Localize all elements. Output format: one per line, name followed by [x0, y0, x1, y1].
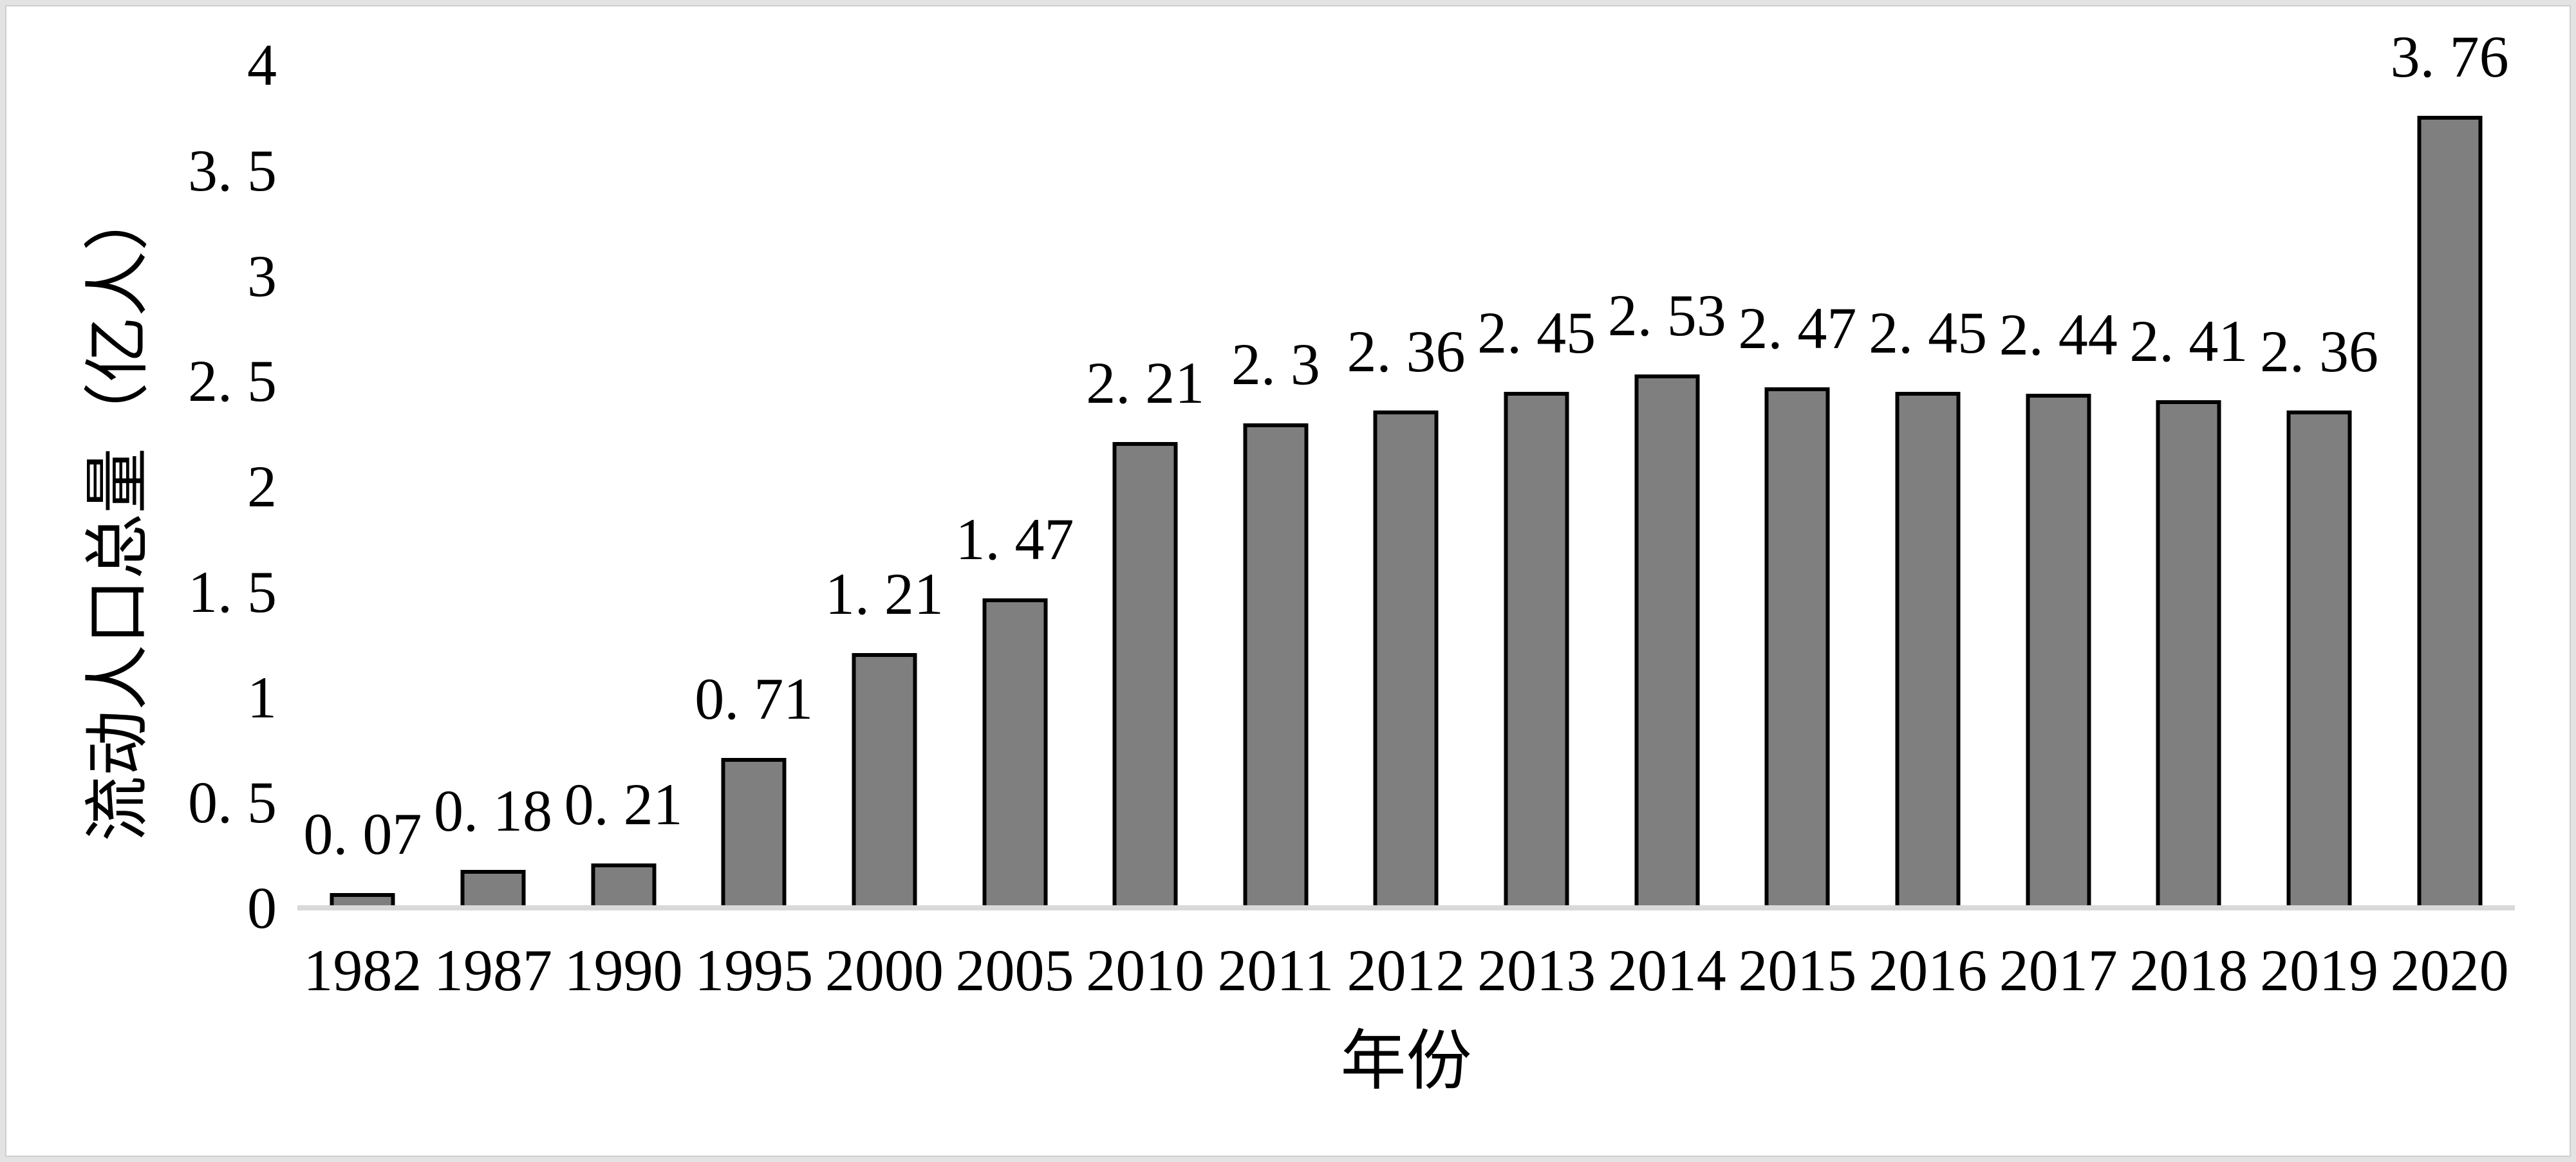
bar-slot: 2. 41 — [2123, 65, 2254, 910]
x-tick-label: 2017 — [1999, 937, 2118, 1003]
x-tick-label: 2016 — [1869, 937, 1988, 1003]
bar — [591, 863, 657, 910]
x-tick-label: 2013 — [1477, 937, 1596, 1003]
bar — [1634, 374, 1700, 910]
x-axis-title: 年份 — [1340, 1026, 1472, 1098]
bar — [721, 758, 787, 910]
bar-value-label: 0. 71 — [695, 666, 814, 732]
y-tick-label: 0 — [247, 875, 277, 941]
bar — [982, 598, 1048, 910]
bar-slot: 2. 21 — [1080, 65, 1211, 910]
x-tick-label: 1995 — [695, 937, 814, 1003]
bar-value-label: 2. 47 — [1738, 295, 1857, 362]
bar — [1764, 387, 1830, 910]
bar — [852, 652, 917, 910]
x-tick-label: 2005 — [955, 937, 1074, 1003]
bar-slot: 2. 45 — [1471, 65, 1602, 910]
bar-slot: 0. 07 — [297, 65, 428, 910]
x-tick-label: 2010 — [1086, 937, 1205, 1003]
bar — [1373, 410, 1439, 910]
bar-value-label: 0. 21 — [564, 771, 683, 838]
bar-value-label: 1. 21 — [825, 560, 944, 627]
bar-value-label: 2. 44 — [1999, 301, 2118, 367]
bar-value-label: 2. 36 — [2260, 318, 2379, 385]
bar-slot: 3. 76 — [2384, 27, 2515, 910]
x-tick-label: 2020 — [2390, 937, 2509, 1003]
y-tick-label: 1 — [247, 664, 277, 730]
bar-value-label: 2. 3 — [1231, 331, 1320, 397]
plot-area: 0. 07 0. 18 0. 21 0. 71 1. 21 1. 47 2. 21 2. 3 2… — [297, 27, 2515, 910]
y-tick-label: 0. 5 — [188, 770, 277, 836]
x-tick-label: 2012 — [1347, 937, 1466, 1003]
bar-value-label: 0. 07 — [303, 801, 422, 867]
bar — [1112, 442, 1178, 910]
bar-slot: 0. 71 — [689, 65, 819, 910]
bar-value-label: 2. 53 — [1607, 282, 1726, 349]
x-tick-label: 1982 — [303, 937, 422, 1003]
x-tick-labels: 1982 1987 1990 1995 2000 2005 2010 2011 2012 2013… — [297, 941, 2515, 1005]
bar — [1243, 423, 1309, 910]
x-tick-label: 2015 — [1738, 937, 1857, 1003]
bar — [460, 870, 526, 910]
bar-slot: 2. 3 — [1211, 65, 1341, 910]
x-axis-line — [297, 905, 2515, 910]
bar-value-label: 2. 41 — [2129, 308, 2248, 374]
bar-slot: 0. 21 — [558, 65, 689, 910]
bar-value-label: 2. 21 — [1086, 350, 1205, 416]
bar — [2286, 410, 2352, 910]
bar-slot: 2. 44 — [1993, 65, 2123, 910]
bar-slot: 0. 18 — [428, 65, 559, 910]
y-tick-label: 2 — [247, 454, 277, 519]
y-tick-label: 2. 5 — [188, 348, 277, 414]
y-tick-label: 3. 5 — [188, 137, 277, 203]
bar — [2026, 393, 2091, 910]
bar-value-label: 1. 47 — [955, 506, 1074, 572]
bar-slot: 2. 45 — [1863, 65, 1993, 910]
bar-value-label: 0. 18 — [433, 778, 552, 844]
x-tick-label: 2014 — [1607, 937, 1726, 1003]
x-tick-label: 2019 — [2260, 937, 2379, 1003]
x-tick-label: 1990 — [564, 937, 683, 1003]
y-tick-label: 1. 5 — [188, 558, 277, 625]
bar-slot: 2. 53 — [1601, 65, 1732, 910]
bar-slot: 2. 36 — [2254, 65, 2385, 910]
x-tick-label: 2011 — [1217, 937, 1334, 1003]
bar-value-label: 2. 36 — [1347, 318, 1466, 385]
bar-value-label: 2. 45 — [1477, 299, 1596, 365]
bar-slot: 2. 47 — [1732, 65, 1863, 910]
y-tick-label: 4 — [247, 32, 277, 98]
bar-slot: 1. 47 — [949, 65, 1080, 910]
y-tick-label: 3 — [247, 243, 277, 309]
x-tick-label: 2018 — [2129, 937, 2248, 1003]
bar — [2417, 115, 2483, 910]
bar-slot: 2. 36 — [1341, 65, 1471, 910]
bar-slot: 1. 21 — [819, 65, 950, 910]
x-tick-label: 2000 — [825, 937, 944, 1003]
bar — [1895, 391, 1961, 910]
bar-value-label: 3. 76 — [2390, 23, 2509, 89]
bar — [1504, 391, 1569, 910]
bar — [2156, 400, 2221, 910]
x-tick-label: 1987 — [433, 937, 552, 1003]
bar-value-label: 2. 45 — [1869, 299, 1988, 365]
